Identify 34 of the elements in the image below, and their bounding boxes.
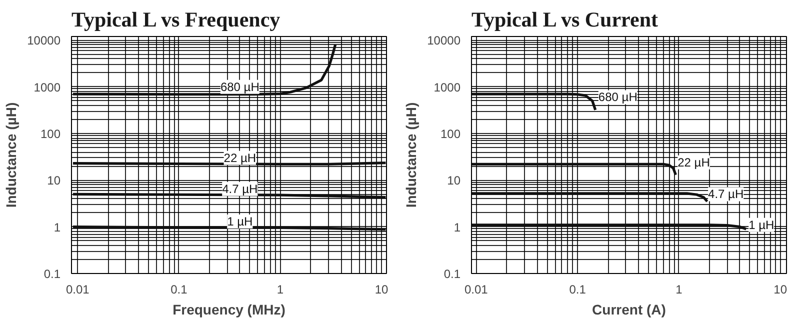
annotation: 4.7 µH	[708, 187, 744, 202]
annotation: 1 µH	[748, 218, 774, 232]
y-tick-label: 10000	[27, 34, 61, 48]
x-tick-label: 10	[774, 282, 788, 296]
y-tick-label: 0.1	[44, 267, 61, 281]
annotation: 22 µH	[224, 150, 256, 165]
x-tick-label: 0.01	[66, 282, 90, 296]
y-axis-title: Inductance (µH)	[3, 102, 20, 208]
annotation: 1 µH	[227, 214, 253, 229]
x-tick-label: 0.1	[170, 282, 188, 296]
y-tick-label: 10	[47, 174, 61, 188]
y-tick-label: 100	[40, 127, 61, 142]
y-tick-label: 10	[447, 174, 461, 188]
y-tick-label: 1	[454, 220, 461, 234]
y-tick-label: 1	[54, 220, 61, 234]
y-tick-label: 10000	[427, 34, 461, 48]
x-axis-title: Current (A)	[592, 302, 666, 318]
annotation: 4.7 µH	[222, 182, 258, 196]
annotation: 680 µH	[598, 90, 638, 104]
x-tick-label: 1	[276, 282, 284, 296]
chart-title: Typical L vs Current	[472, 8, 658, 32]
annotation: 22 µH	[678, 155, 710, 170]
y-tick-label: 0.1	[444, 267, 461, 281]
x-tick-label: 1	[676, 282, 683, 296]
x-tick-label: 0.1	[569, 282, 586, 296]
y-tick-label: 1000	[434, 80, 461, 94]
x-tick-label: 0.01	[464, 282, 488, 296]
annotation: 680 µH	[220, 80, 260, 94]
y-axis-title: Inductance (µH)	[403, 102, 420, 208]
x-tick-label: 10	[374, 282, 389, 296]
chart-title: Typical L vs Frequency	[72, 8, 281, 32]
y-tick-label: 100	[440, 127, 461, 142]
x-axis-title: Frequency (MHz)	[172, 302, 286, 318]
y-tick-label: 1000	[34, 80, 61, 94]
